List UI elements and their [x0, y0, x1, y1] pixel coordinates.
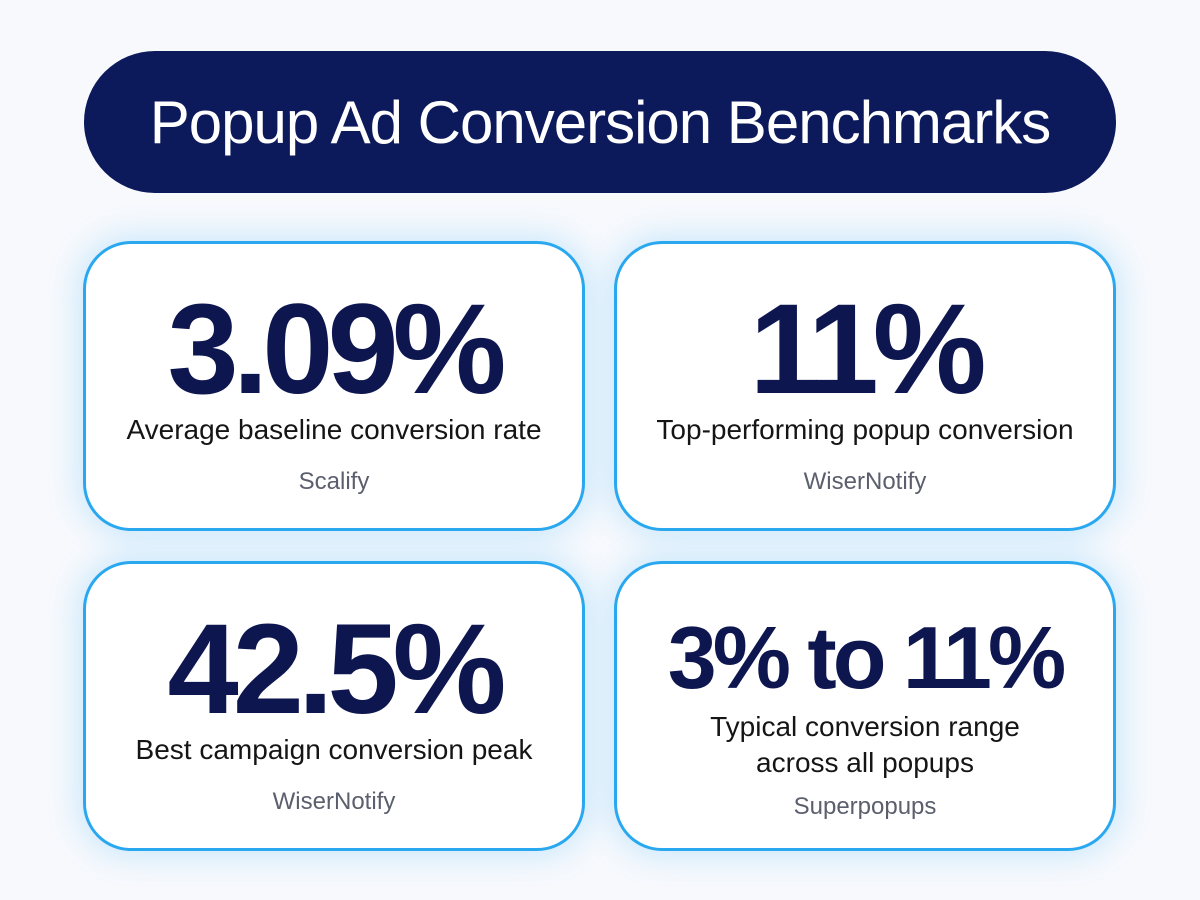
- stat-card-best-campaign: 42.5% Best campaign conversion peak Wise…: [83, 561, 585, 851]
- stat-description-line: across all popups: [756, 747, 974, 778]
- stat-source: Scalify: [298, 468, 370, 495]
- stat-value: 3% to 11%: [667, 608, 1066, 707]
- title-banner: Popup Ad Conversion Benchmarks: [84, 51, 1116, 193]
- stat-source: WiserNotify: [803, 468, 927, 495]
- stat-card-top-performing: 11% Top-performing popup conversion Wise…: [614, 241, 1116, 531]
- stat-description: Top-performing popup conversion: [656, 414, 1074, 445]
- stat-description: Typical conversion range across all popu…: [617, 709, 1113, 781]
- stat-card-typical-range: 3% to 11% Typical conversion range acros…: [614, 561, 1116, 851]
- stat-value: 42.5%: [167, 598, 507, 741]
- stat-value: 3.09%: [167, 278, 507, 421]
- page-title: Popup Ad Conversion Benchmarks: [149, 88, 1052, 156]
- stat-description: Best campaign conversion peak: [135, 734, 533, 765]
- stat-source: WiserNotify: [272, 788, 396, 815]
- stat-value: 11%: [749, 278, 986, 421]
- stat-description-line: Typical conversion range: [710, 711, 1020, 742]
- stat-source: Superpopups: [793, 793, 937, 820]
- stat-card-average-baseline: 3.09% Average baseline conversion rate S…: [83, 241, 585, 531]
- stat-description: Average baseline conversion rate: [126, 414, 542, 445]
